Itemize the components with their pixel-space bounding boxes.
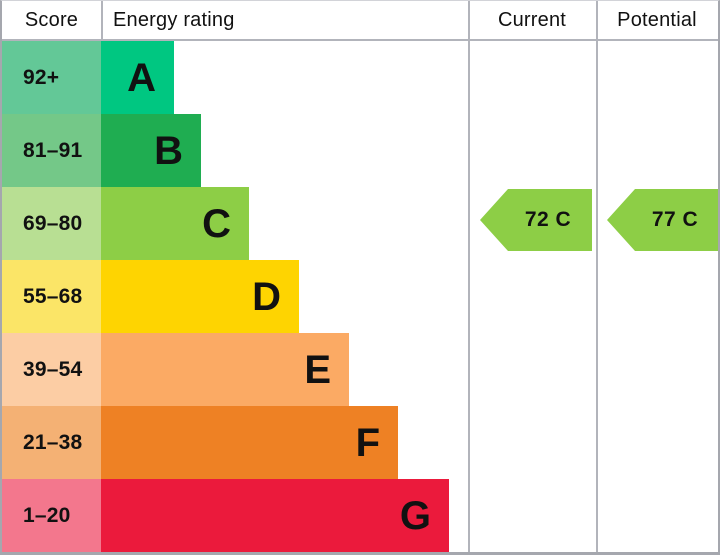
band-letter: G bbox=[399, 493, 431, 538]
band-row: 21–38 F bbox=[2, 406, 468, 479]
band-row: 55–68 D bbox=[2, 260, 468, 333]
band-bar: B bbox=[101, 114, 201, 187]
band-score-cell: 81–91 bbox=[2, 114, 101, 187]
band-bar: A bbox=[101, 41, 174, 114]
band-letter: D bbox=[252, 274, 281, 319]
band-score-cell: 55–68 bbox=[2, 260, 101, 333]
band-letter: F bbox=[355, 420, 380, 465]
band-row: 92+ A bbox=[2, 41, 468, 114]
header-score: Score bbox=[24, 8, 79, 31]
current-rating-arrow: 72 C bbox=[480, 189, 592, 251]
band-score-label: 55–68 bbox=[23, 284, 83, 308]
band-row: 81–91 B bbox=[2, 114, 468, 187]
band-letter: C bbox=[202, 201, 231, 246]
band-bar: E bbox=[101, 333, 349, 406]
band-score-label: 21–38 bbox=[23, 430, 83, 454]
header-current: Current bbox=[497, 8, 567, 31]
band-bar: F bbox=[101, 406, 398, 479]
potential-rating-arrow: 77 C bbox=[607, 189, 718, 251]
potential-column: 77 C bbox=[596, 1, 718, 552]
band-score-label: 92+ bbox=[23, 65, 60, 89]
band-row: 69–80 C bbox=[2, 187, 468, 260]
band-score-label: 69–80 bbox=[23, 211, 83, 235]
band-letter: B bbox=[154, 128, 183, 173]
band-score-cell: 1–20 bbox=[2, 479, 101, 552]
current-column: 72 C bbox=[468, 1, 596, 552]
band-bar: C bbox=[101, 187, 249, 260]
band-score-label: 81–91 bbox=[23, 138, 83, 162]
band-score-cell: 21–38 bbox=[2, 406, 101, 479]
band-letter: E bbox=[304, 347, 331, 392]
band-bar: G bbox=[101, 479, 449, 552]
band-score-cell: 39–54 bbox=[2, 333, 101, 406]
band-row: 39–54 E bbox=[2, 333, 468, 406]
band-score-label: 1–20 bbox=[23, 503, 71, 527]
band-rows: 92+ A 81–91 B 69–80 C 55–68 D 39–54 bbox=[2, 41, 468, 552]
score-column-divider bbox=[101, 1, 103, 39]
header-energy-rating: Energy rating bbox=[113, 8, 235, 31]
chart-header: Score Energy rating Current Potential bbox=[2, 1, 718, 41]
potential-rating-label: 77 C bbox=[651, 208, 699, 231]
band-row: 1–20 G bbox=[2, 479, 468, 552]
band-score-cell: 69–80 bbox=[2, 187, 101, 260]
band-bar: D bbox=[101, 260, 299, 333]
band-letter: A bbox=[127, 55, 156, 100]
header-potential: Potential bbox=[617, 8, 697, 31]
current-rating-label: 72 C bbox=[524, 208, 572, 231]
band-score-label: 39–54 bbox=[23, 357, 83, 381]
band-score-cell: 92+ bbox=[2, 41, 101, 114]
